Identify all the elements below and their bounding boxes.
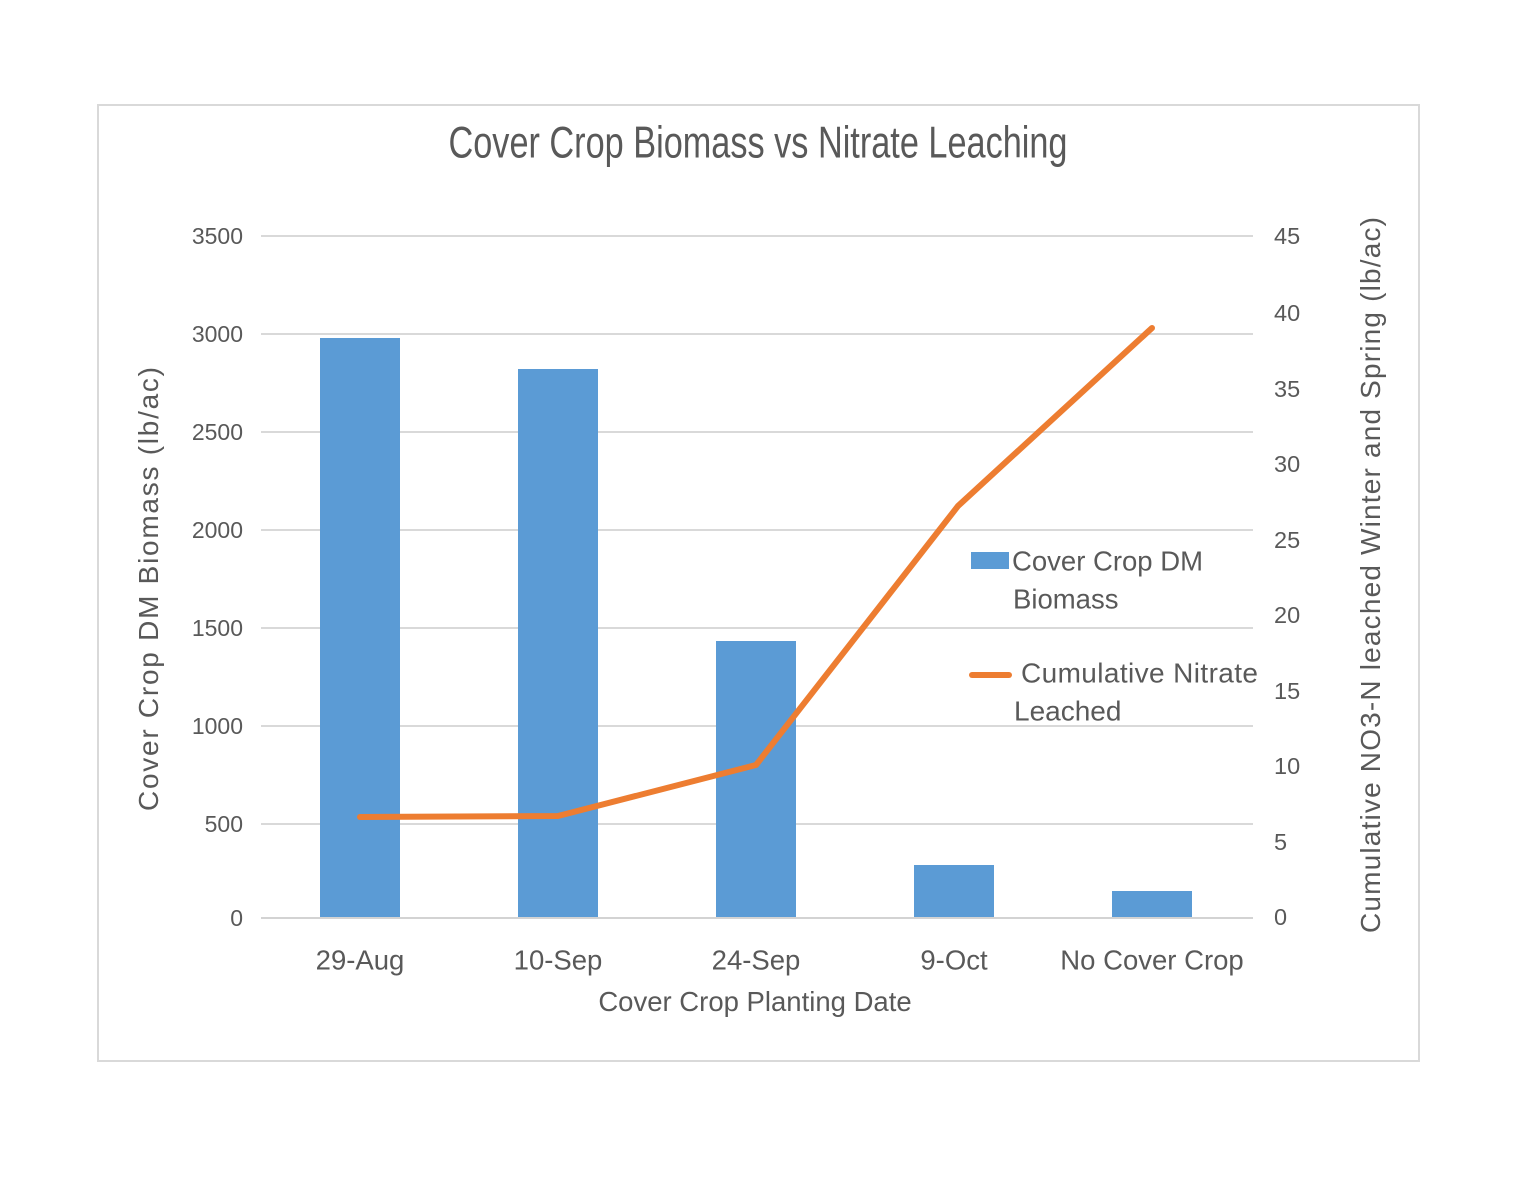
svg-text:1500: 1500 [192,615,243,641]
svg-text:40: 40 [1274,300,1300,326]
svg-text:45: 45 [1274,223,1300,249]
svg-text:25: 25 [1274,527,1300,553]
svg-text:Cumulative NO3-N leached Winte: Cumulative NO3-N leached Winter and Spri… [1355,217,1386,933]
svg-text:No Cover Crop: No Cover Crop [1060,945,1243,976]
svg-text:Cover Crop Biomass vs Nitrate: Cover Crop Biomass vs Nitrate Leaching [449,119,1068,168]
svg-text:2000: 2000 [192,517,243,543]
svg-text:5: 5 [1274,829,1287,855]
svg-text:Leached: Leached [1014,696,1121,727]
svg-text:30: 30 [1274,451,1300,477]
svg-text:35: 35 [1274,376,1300,402]
svg-text:24-Sep: 24-Sep [712,945,801,976]
svg-text:10-Sep: 10-Sep [514,945,603,976]
svg-text:29-Aug: 29-Aug [316,945,405,976]
svg-text:0: 0 [1274,904,1287,930]
svg-text:2500: 2500 [192,419,243,445]
svg-text:500: 500 [205,811,243,837]
svg-text:Cover Crop DM Biomass (lb/ac): Cover Crop DM Biomass (lb/ac) [133,367,164,811]
svg-text:Cumulative Nitrate: Cumulative Nitrate [1021,658,1258,689]
svg-text:20: 20 [1274,602,1300,628]
svg-text:Biomass: Biomass [1013,584,1118,615]
svg-text:3500: 3500 [192,223,243,249]
svg-text:0: 0 [230,905,243,931]
svg-text:Cover Crop Planting Date: Cover Crop Planting Date [598,986,911,1017]
svg-text:Cover Crop DM: Cover Crop DM [1012,546,1203,577]
svg-text:3000: 3000 [192,321,243,347]
svg-text:10: 10 [1274,753,1300,779]
svg-text:15: 15 [1274,678,1300,704]
svg-text:1000: 1000 [192,713,243,739]
svg-text:9-Oct: 9-Oct [920,945,988,976]
